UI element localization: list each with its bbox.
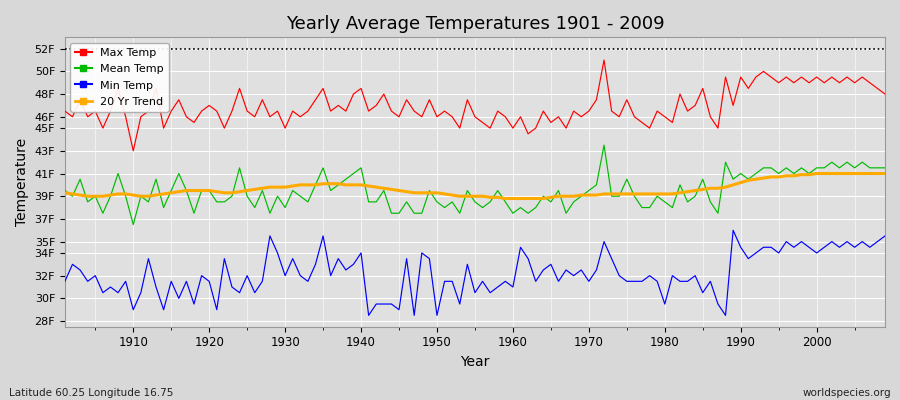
Legend: Max Temp, Mean Temp, Min Temp, 20 Yr Trend: Max Temp, Mean Temp, Min Temp, 20 Yr Tre… (70, 43, 168, 112)
Title: Yearly Average Temperatures 1901 - 2009: Yearly Average Temperatures 1901 - 2009 (285, 15, 664, 33)
Text: Latitude 60.25 Longitude 16.75: Latitude 60.25 Longitude 16.75 (9, 388, 174, 398)
X-axis label: Year: Year (460, 355, 490, 369)
Text: worldspecies.org: worldspecies.org (803, 388, 891, 398)
Y-axis label: Temperature: Temperature (15, 138, 29, 226)
